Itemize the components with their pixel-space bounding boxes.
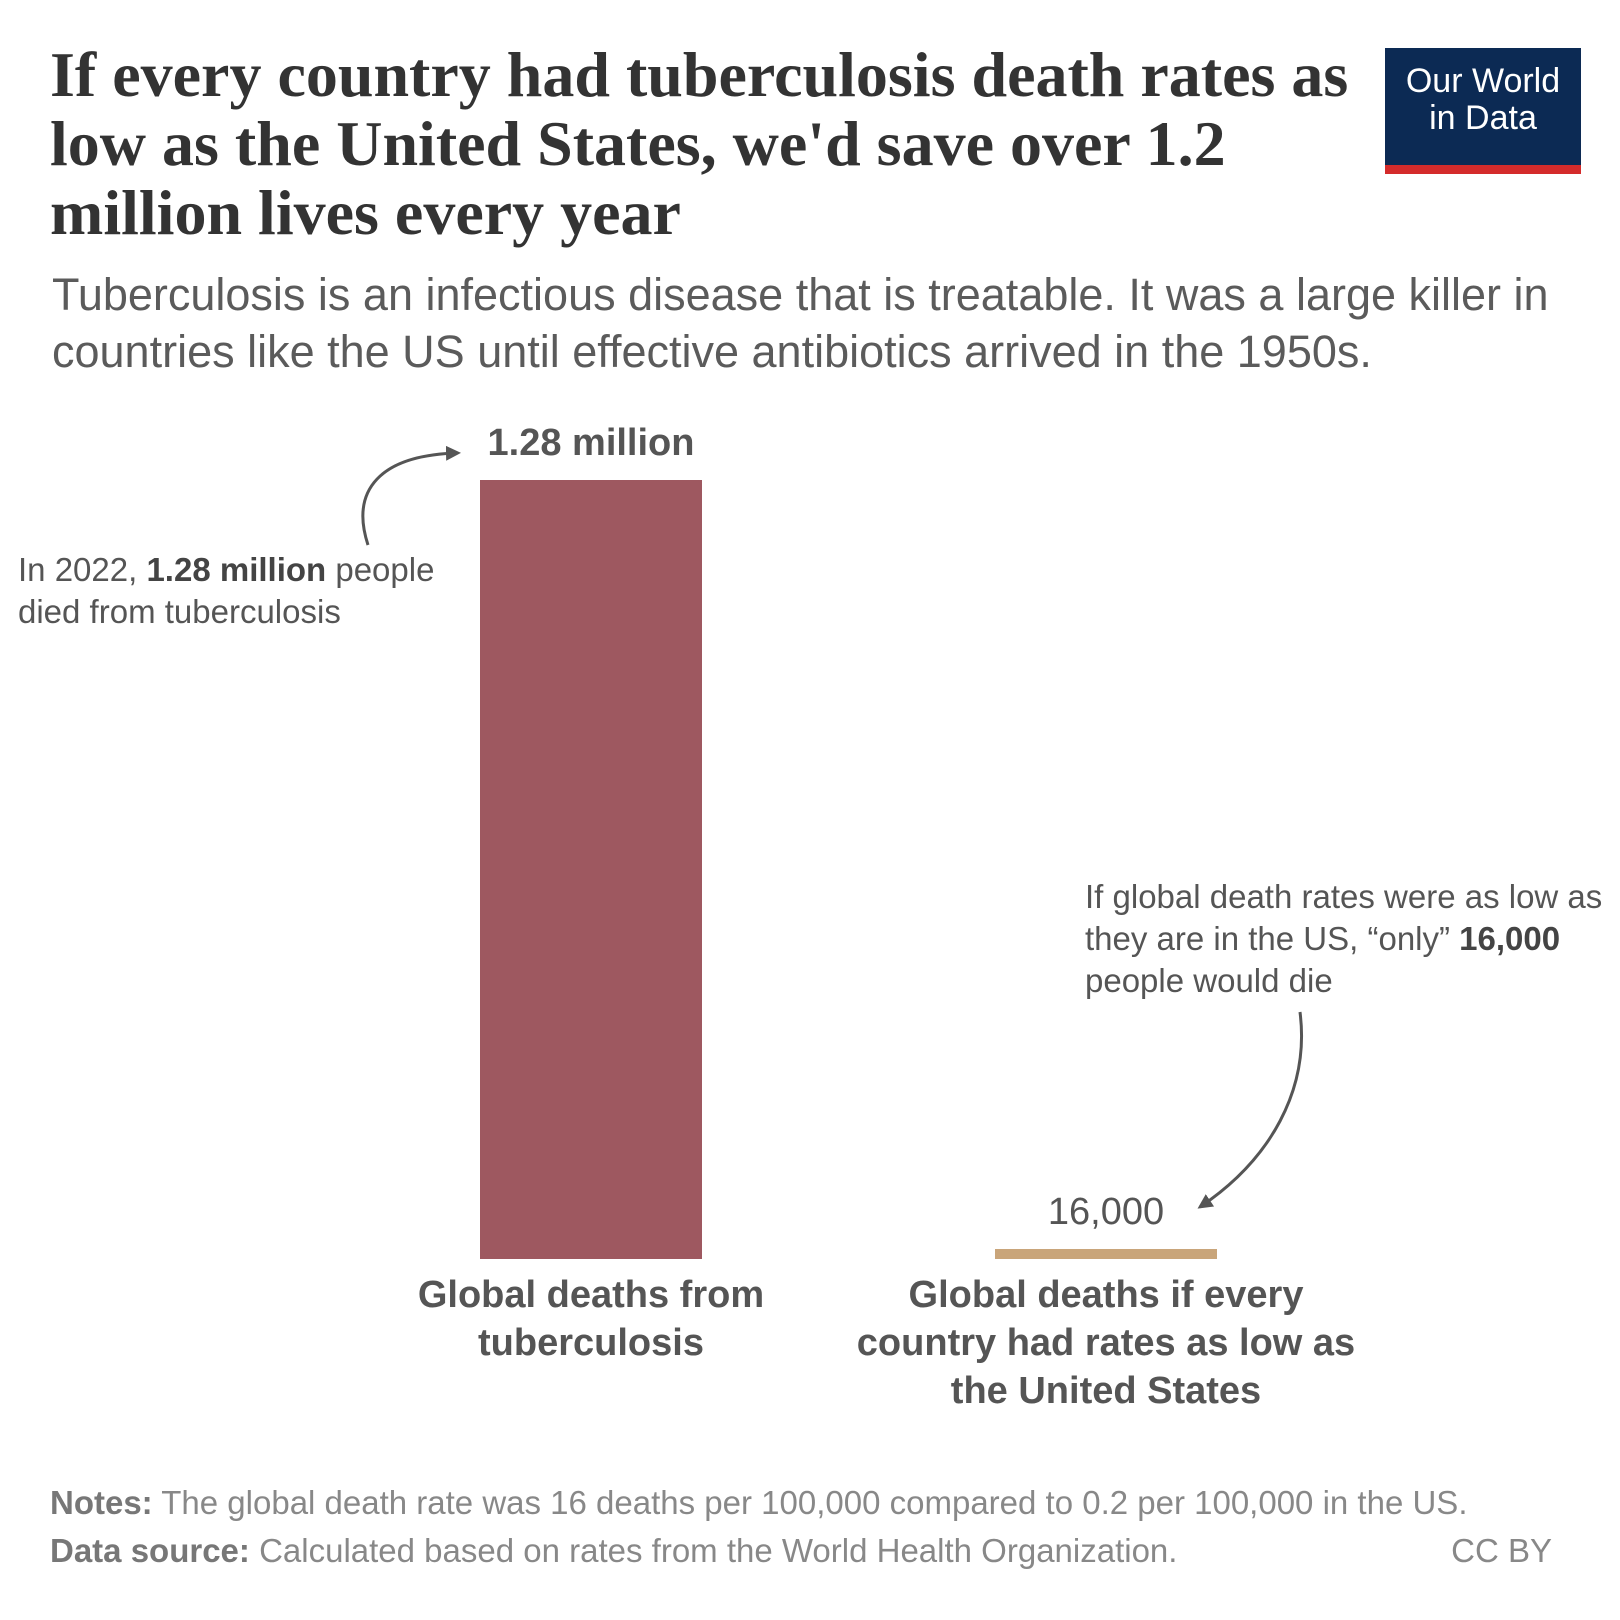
notes-label: Notes: <box>50 1484 153 1521</box>
chart-title: If every country had tuberculosis death … <box>50 39 1349 248</box>
annotation-text: people died from tuberculosis <box>18 551 435 630</box>
annotation-emphasis: 1.28 million <box>146 551 327 588</box>
annotation-emphasis: 16,000 <box>1459 920 1561 957</box>
value-label: 1.28 million <box>487 422 695 464</box>
notes: Notes: The global death rate was 16 deat… <box>50 1484 1468 1522</box>
annotation-text: If global death rates were as low as the… <box>1085 878 1603 957</box>
source-text: Calculated based on rates from the World… <box>259 1532 1178 1569</box>
license: CC BY <box>1451 1532 1552 1569</box>
arrow <box>1197 1011 1303 1209</box>
bar <box>480 480 702 1259</box>
value-label: 16,000 <box>1047 1191 1165 1234</box>
source: Data source: Calculated based on rates f… <box>50 1532 1177 1570</box>
logo: Our World in Data <box>1385 48 1581 174</box>
bar <box>995 1249 1217 1259</box>
annotation-text: people would die <box>1085 962 1333 999</box>
arrow <box>361 445 461 546</box>
notes-text: The global death rate was 16 deaths per … <box>161 1484 1468 1521</box>
annotation: If global death rates were as low as the… <box>1085 876 1605 1002</box>
logo-line: in Data <box>1429 99 1537 137</box>
annotation-text: In 2022, <box>18 551 147 588</box>
logo-line: Our World <box>1405 62 1561 100</box>
annotation: In 2022, 1.28 million people died from t… <box>18 549 478 633</box>
category-label: Global deaths from tuberculosis <box>417 1274 765 1364</box>
category-label: Global deaths if every country had rates… <box>856 1274 1356 1412</box>
source-label: Data source: <box>50 1532 250 1569</box>
subtitle: Tuberculosis is an infectious disease th… <box>52 269 1549 377</box>
